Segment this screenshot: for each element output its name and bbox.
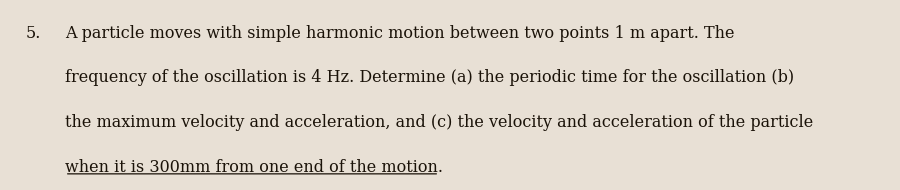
Text: 5.: 5. bbox=[25, 25, 40, 42]
Text: when it is 300mm from one end of the motion.: when it is 300mm from one end of the mot… bbox=[65, 159, 443, 176]
Text: the maximum velocity and acceleration, and (c) the velocity and acceleration of : the maximum velocity and acceleration, a… bbox=[65, 114, 813, 131]
Text: frequency of the oscillation is 4 Hz. Determine (a) the periodic time for the os: frequency of the oscillation is 4 Hz. De… bbox=[65, 69, 794, 86]
Text: A particle moves with simple harmonic motion between two points 1 m apart. The: A particle moves with simple harmonic mo… bbox=[65, 25, 734, 42]
